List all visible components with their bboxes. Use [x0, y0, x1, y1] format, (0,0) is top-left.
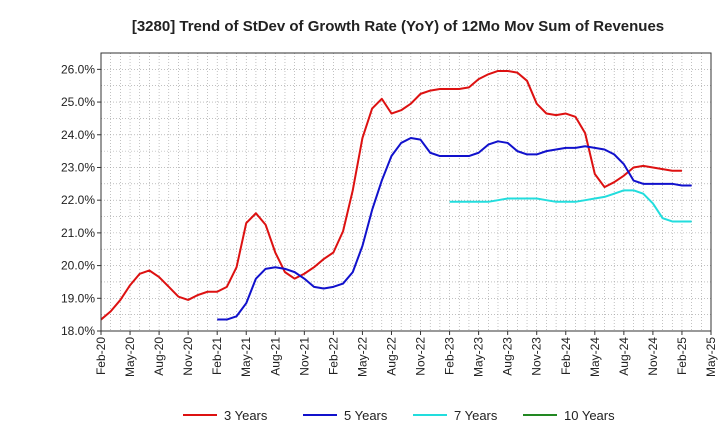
series-line-7-years [449, 189, 692, 223]
chart-title: [3280] Trend of StDev of Growth Rate (Yo… [132, 18, 664, 35]
x-tick-label: Nov-23 [530, 337, 544, 376]
y-tick-label: 23.0% [61, 160, 95, 174]
y-tick-label: 22.0% [61, 193, 95, 207]
x-tick-label: Aug-20 [152, 337, 166, 376]
grid [100, 52, 712, 332]
x-tick-label: May-24 [588, 337, 602, 377]
x-tick-label: Feb-25 [675, 337, 689, 375]
x-tick-label: Nov-24 [646, 337, 660, 376]
y-tick-label: 18.0% [61, 324, 95, 338]
x-tick-label: Feb-21 [210, 337, 224, 375]
x-tick-label: Aug-23 [501, 337, 515, 376]
x-tick-label: Aug-24 [617, 337, 631, 376]
x-axis-ticks: Feb-20 May-20 Aug-20 Nov-20 Feb-21 May-21 Aug-… [94, 331, 718, 377]
x-tick-label: Nov-22 [414, 337, 428, 376]
x-tick-label: May-20 [123, 337, 137, 377]
x-tick-label: Aug-22 [384, 337, 398, 376]
series-lines [100, 69, 692, 321]
y-tick-label: 20.0% [61, 259, 95, 273]
x-tick-label: May-22 [355, 337, 369, 377]
y-tick-label: 21.0% [61, 226, 95, 240]
y-tick-label: 26.0% [61, 62, 95, 76]
x-tick-label: Nov-20 [181, 337, 195, 376]
x-tick-label: Feb-20 [94, 337, 108, 375]
x-tick-label: Feb-24 [559, 337, 573, 375]
x-tick-label: May-21 [239, 337, 253, 377]
legend-label-7-years: 7 Years [454, 408, 498, 423]
y-tick-label: 19.0% [61, 291, 95, 305]
y-tick-label: 24.0% [61, 128, 95, 142]
plot-frame [100, 52, 712, 332]
series-line-5-years [217, 137, 692, 321]
legend-label-5-years: 5 Years [344, 408, 388, 423]
legend: 3 Years 5 Years 7 Years 10 Years [183, 408, 615, 423]
x-tick-label: Feb-22 [326, 337, 340, 375]
legend-label-3-years: 3 Years [224, 408, 268, 423]
legend-label-10-years: 10 Years [564, 408, 615, 423]
x-tick-label: Nov-21 [297, 337, 311, 376]
series-line-3-years [100, 69, 682, 321]
x-tick-label: May-23 [472, 337, 486, 377]
y-tick-label: 25.0% [61, 95, 95, 109]
y-axis-ticks: 18.0% 19.0% 20.0% 21.0% 22.0% 23.0% 24.0% 25.0%… [61, 62, 101, 338]
x-tick-label: Feb-23 [443, 337, 457, 375]
x-tick-label: May-25 [704, 337, 718, 377]
x-tick-label: Aug-21 [268, 337, 282, 376]
